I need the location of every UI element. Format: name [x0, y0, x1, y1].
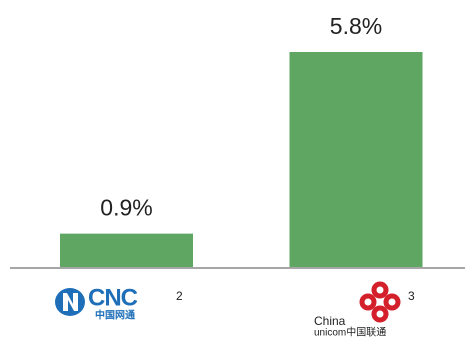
bar [60, 233, 193, 267]
bar [289, 52, 423, 267]
category-subtext: unicom中国联通 [314, 326, 386, 339]
value-label: 5.8% [330, 13, 382, 39]
value-label: 0.9% [100, 195, 152, 221]
footnote: 3 [408, 289, 415, 303]
category-subtext: 中国网通 [95, 309, 135, 322]
footnote: 2 [176, 289, 183, 303]
unicom-logo-emblem [359, 281, 401, 323]
category-label: CNC [88, 284, 138, 311]
cnc-logo-emblem [55, 288, 85, 316]
category-label: China [314, 314, 346, 328]
